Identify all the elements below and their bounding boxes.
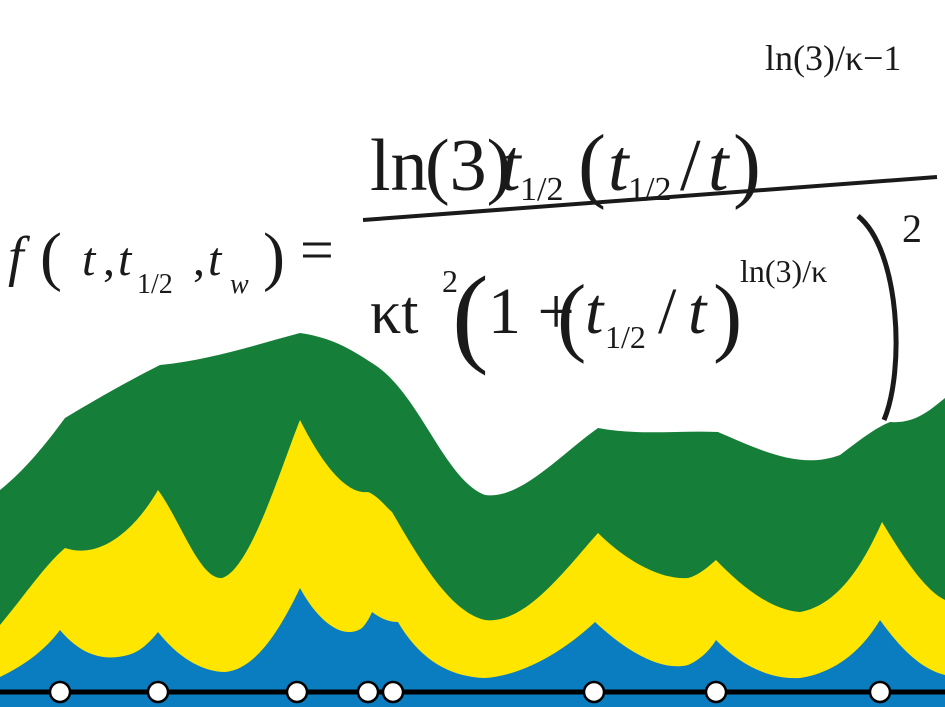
den-over-t: t bbox=[688, 275, 708, 348]
den-big-paren-open: ( bbox=[452, 254, 489, 376]
den-big-paren-close bbox=[856, 214, 899, 421]
num-ln: ln bbox=[370, 125, 428, 207]
lhs-arg3: t bbox=[208, 233, 223, 286]
den-kappa-t-exp: 2 bbox=[442, 263, 458, 299]
lhs-arg2-sub: 1/2 bbox=[137, 269, 173, 300]
event-marker bbox=[146, 680, 170, 704]
middle-layer-yellow bbox=[0, 420, 945, 707]
event-marker bbox=[582, 680, 606, 704]
num-ln-arg: (3) bbox=[425, 125, 511, 207]
num-paren-open: ( bbox=[578, 118, 606, 211]
formula-denominator: κt 2 ( 1 + ( t 1/2 / t ) ln(3)/κ 2 bbox=[370, 206, 922, 421]
formula-lhs: f ( t , t 1/2 , t w ) = bbox=[8, 217, 334, 300]
fraction-bar bbox=[362, 175, 938, 222]
den-paren-open: ( bbox=[557, 268, 586, 365]
den-ratio-t-sub: 1/2 bbox=[605, 319, 646, 355]
formula-numerator: ln (3) t 1/2 ( t 1/2 / t ) ln(3)/κ−1 bbox=[370, 38, 901, 211]
event-marker bbox=[704, 680, 728, 704]
num-t: t bbox=[500, 125, 523, 207]
num-slash: / bbox=[680, 125, 701, 207]
lhs-func: f bbox=[8, 226, 31, 288]
bottom-layer-blue bbox=[0, 588, 945, 707]
lhs-comma2: , bbox=[193, 233, 205, 286]
num-over-t: t bbox=[708, 125, 731, 207]
lhs-arg2: t bbox=[118, 233, 133, 286]
num-exponent: ln(3)/κ−1 bbox=[765, 38, 901, 78]
streamgraph bbox=[0, 333, 945, 707]
timeline bbox=[0, 680, 945, 704]
num-ratio-t: t bbox=[608, 125, 631, 207]
lhs-arg3-sub: w bbox=[230, 269, 249, 300]
num-ratio-t-sub: 1/2 bbox=[628, 171, 671, 208]
den-paren-close: ) bbox=[713, 268, 742, 365]
event-marker bbox=[356, 680, 380, 704]
event-marker bbox=[48, 680, 72, 704]
den-ratio-t: t bbox=[585, 275, 605, 348]
lhs-open-paren: ( bbox=[40, 220, 62, 293]
den-outer-exponent: 2 bbox=[902, 206, 922, 251]
num-t-sub: 1/2 bbox=[520, 171, 563, 208]
formula: f ( t , t 1/2 , t w ) = ln (3) t 1/2 ( t… bbox=[8, 38, 938, 421]
lhs-arg1: t bbox=[82, 233, 97, 286]
den-one-plus: 1 + bbox=[488, 275, 575, 348]
event-marker bbox=[868, 680, 892, 704]
event-marker bbox=[285, 680, 309, 704]
den-kappa-t: κt bbox=[370, 279, 418, 347]
den-inner-exponent: ln(3)/κ bbox=[740, 253, 827, 289]
lhs-close-paren: ) bbox=[263, 220, 285, 293]
event-marker bbox=[381, 680, 405, 704]
lhs-comma1: , bbox=[103, 233, 115, 286]
num-paren-close: ) bbox=[733, 118, 761, 211]
equals-sign: = bbox=[300, 217, 334, 283]
den-slash: / bbox=[658, 275, 677, 348]
